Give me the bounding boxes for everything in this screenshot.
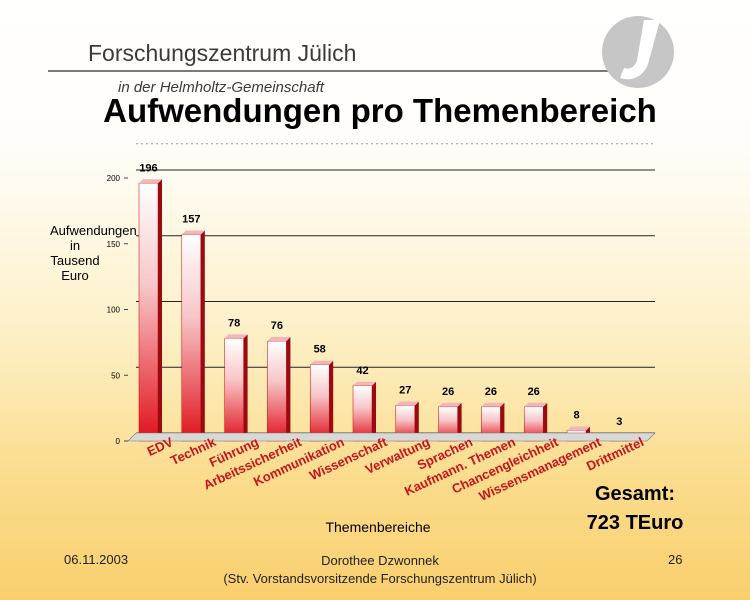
- bar-side: [414, 401, 419, 441]
- footer-page-number: 26: [668, 552, 683, 567]
- bar-3: [224, 334, 248, 442]
- bar-top: [139, 179, 162, 184]
- bar-top: [353, 381, 376, 386]
- chart-bars: [138, 179, 633, 442]
- header-divider: [48, 70, 618, 72]
- bar-6: [352, 381, 376, 442]
- bar-value-label: 58: [314, 344, 326, 356]
- chart-gridlines: [136, 143, 655, 434]
- bar-value-label: 27: [399, 384, 411, 396]
- bar-value-label: 3: [616, 416, 622, 428]
- footer-author-name: Dorothee Dzwonnek: [321, 553, 439, 568]
- chart-axes: [127, 432, 656, 442]
- bar-side: [329, 360, 334, 441]
- bar-top: [310, 360, 334, 365]
- bar-top: [181, 230, 205, 235]
- chart-data-labels: 196 157 78 76 58 42 27 26 26 26 8 3: [139, 162, 622, 428]
- bar-top: [567, 426, 590, 431]
- bar-side: [372, 381, 376, 441]
- bar-7: [395, 401, 419, 442]
- bar-top: [438, 402, 462, 407]
- bar-top: [395, 401, 419, 406]
- bar-side: [457, 402, 462, 441]
- bar-side: [286, 337, 291, 441]
- total-label: Gesamt:: [594, 483, 676, 505]
- bar-4: [267, 337, 291, 442]
- bar-top: [524, 402, 548, 407]
- bar-value-label: 76: [271, 320, 283, 332]
- bar-front: [138, 183, 159, 442]
- bar-side: [500, 402, 505, 441]
- y-tick-label: 150: [107, 240, 121, 249]
- org-subtitle: in der Helmholtz-Gemeinschaft: [118, 79, 324, 96]
- slide-title: Aufwendungen pro Themenbereich: [103, 92, 657, 129]
- juelich-logo: [602, 16, 674, 88]
- bar-1: [138, 179, 162, 442]
- bar-value-label: 196: [139, 162, 157, 174]
- bar-value-label: 26: [485, 386, 497, 398]
- footer-date: 06.11.2003: [64, 552, 129, 567]
- y-tick-label: 100: [107, 306, 121, 315]
- bar-value-label: 26: [528, 386, 540, 398]
- total-value: 723 TEuro: [586, 512, 684, 534]
- footer-author-role: (Stv. Vorstandsvorsitzende Forschungszen…: [223, 571, 537, 586]
- chart-floor: [127, 432, 656, 442]
- total-summary: Gesamt: 723 TEuro: [560, 480, 710, 538]
- bar-front: [181, 234, 202, 442]
- bar-value-label: 157: [182, 214, 200, 226]
- bar-value-label: 26: [442, 386, 454, 398]
- bar-side: [243, 334, 248, 441]
- bar-10: [523, 402, 548, 442]
- y-tick-label: 200: [107, 174, 121, 183]
- bar-top: [481, 402, 505, 407]
- bar-front: [309, 364, 330, 442]
- bar-front: [224, 338, 244, 442]
- footer-author: Dorothee Dzwonnek (Stv. Vorstandsvorsitz…: [180, 552, 580, 588]
- x-axis-label: Themenbereiche: [325, 519, 430, 535]
- bar-side: [158, 179, 162, 441]
- org-name: Forschungszentrum Jülich: [88, 40, 357, 66]
- bar-5: [309, 360, 334, 442]
- bar-value-label: 8: [573, 409, 579, 421]
- y-axis-label-line-2: in Tausend Euro: [50, 238, 100, 283]
- bar-top: [267, 337, 291, 342]
- bar-side: [543, 402, 548, 441]
- bar-value-label: 78: [228, 317, 240, 329]
- bar-top: [224, 334, 248, 339]
- chart-y-ticks: 0 50 100 150 200: [107, 174, 128, 446]
- bar-front: [267, 340, 287, 442]
- bar-value-label: 42: [356, 365, 368, 377]
- y-tick-label: 50: [111, 371, 120, 380]
- bar-2: [181, 230, 205, 442]
- y-tick-label: 0: [116, 437, 121, 446]
- bar-side: [200, 230, 205, 441]
